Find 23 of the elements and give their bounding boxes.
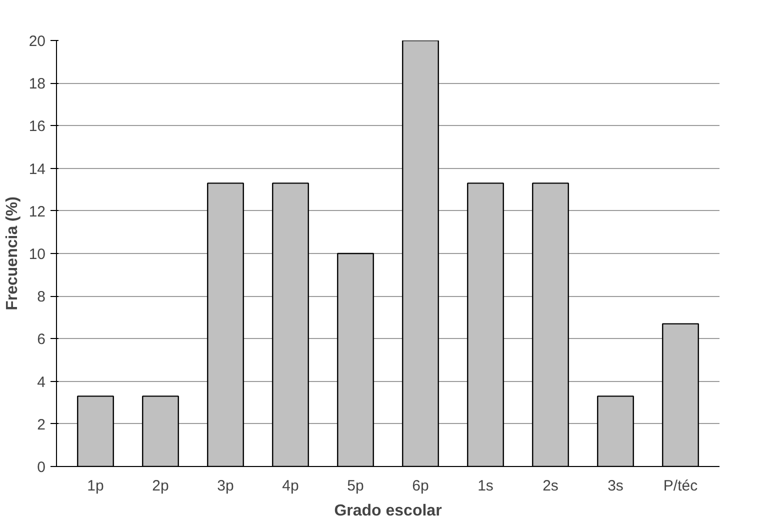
y-tick-label: 18 [28,76,46,93]
y-tick-label: 6 [37,331,46,348]
y-tick-label: 12 [28,203,46,220]
y-axis-title: Frecuencia (%) [4,196,21,310]
y-tick-label: 2 [37,416,46,434]
y-tick-label: 0 [37,459,46,476]
x-tick-label: 3p [217,478,234,494]
y-tick-label: 14 [28,160,46,178]
x-tick-label: P/téc [663,478,698,494]
y-tick-label: 20 [28,33,46,50]
x-tick-label: 3s [608,478,624,494]
x-tick-label: 2s [542,478,558,494]
y-tick-label: 8 [37,288,46,306]
y-tick-label: 10 [28,246,46,263]
x-tick-label: 2p [152,478,169,494]
y-tick-label: 16 [28,118,46,136]
x-axis-title: Grado escolar [334,502,442,520]
x-tick-label: 4p [282,478,299,494]
x-tick-label: 5p [347,478,364,494]
y-tick-label: 4 [37,374,46,391]
x-tick-label: 1p [87,478,104,494]
x-tick-label: 1s [478,478,494,494]
x-tick-label: 6p [412,478,429,494]
